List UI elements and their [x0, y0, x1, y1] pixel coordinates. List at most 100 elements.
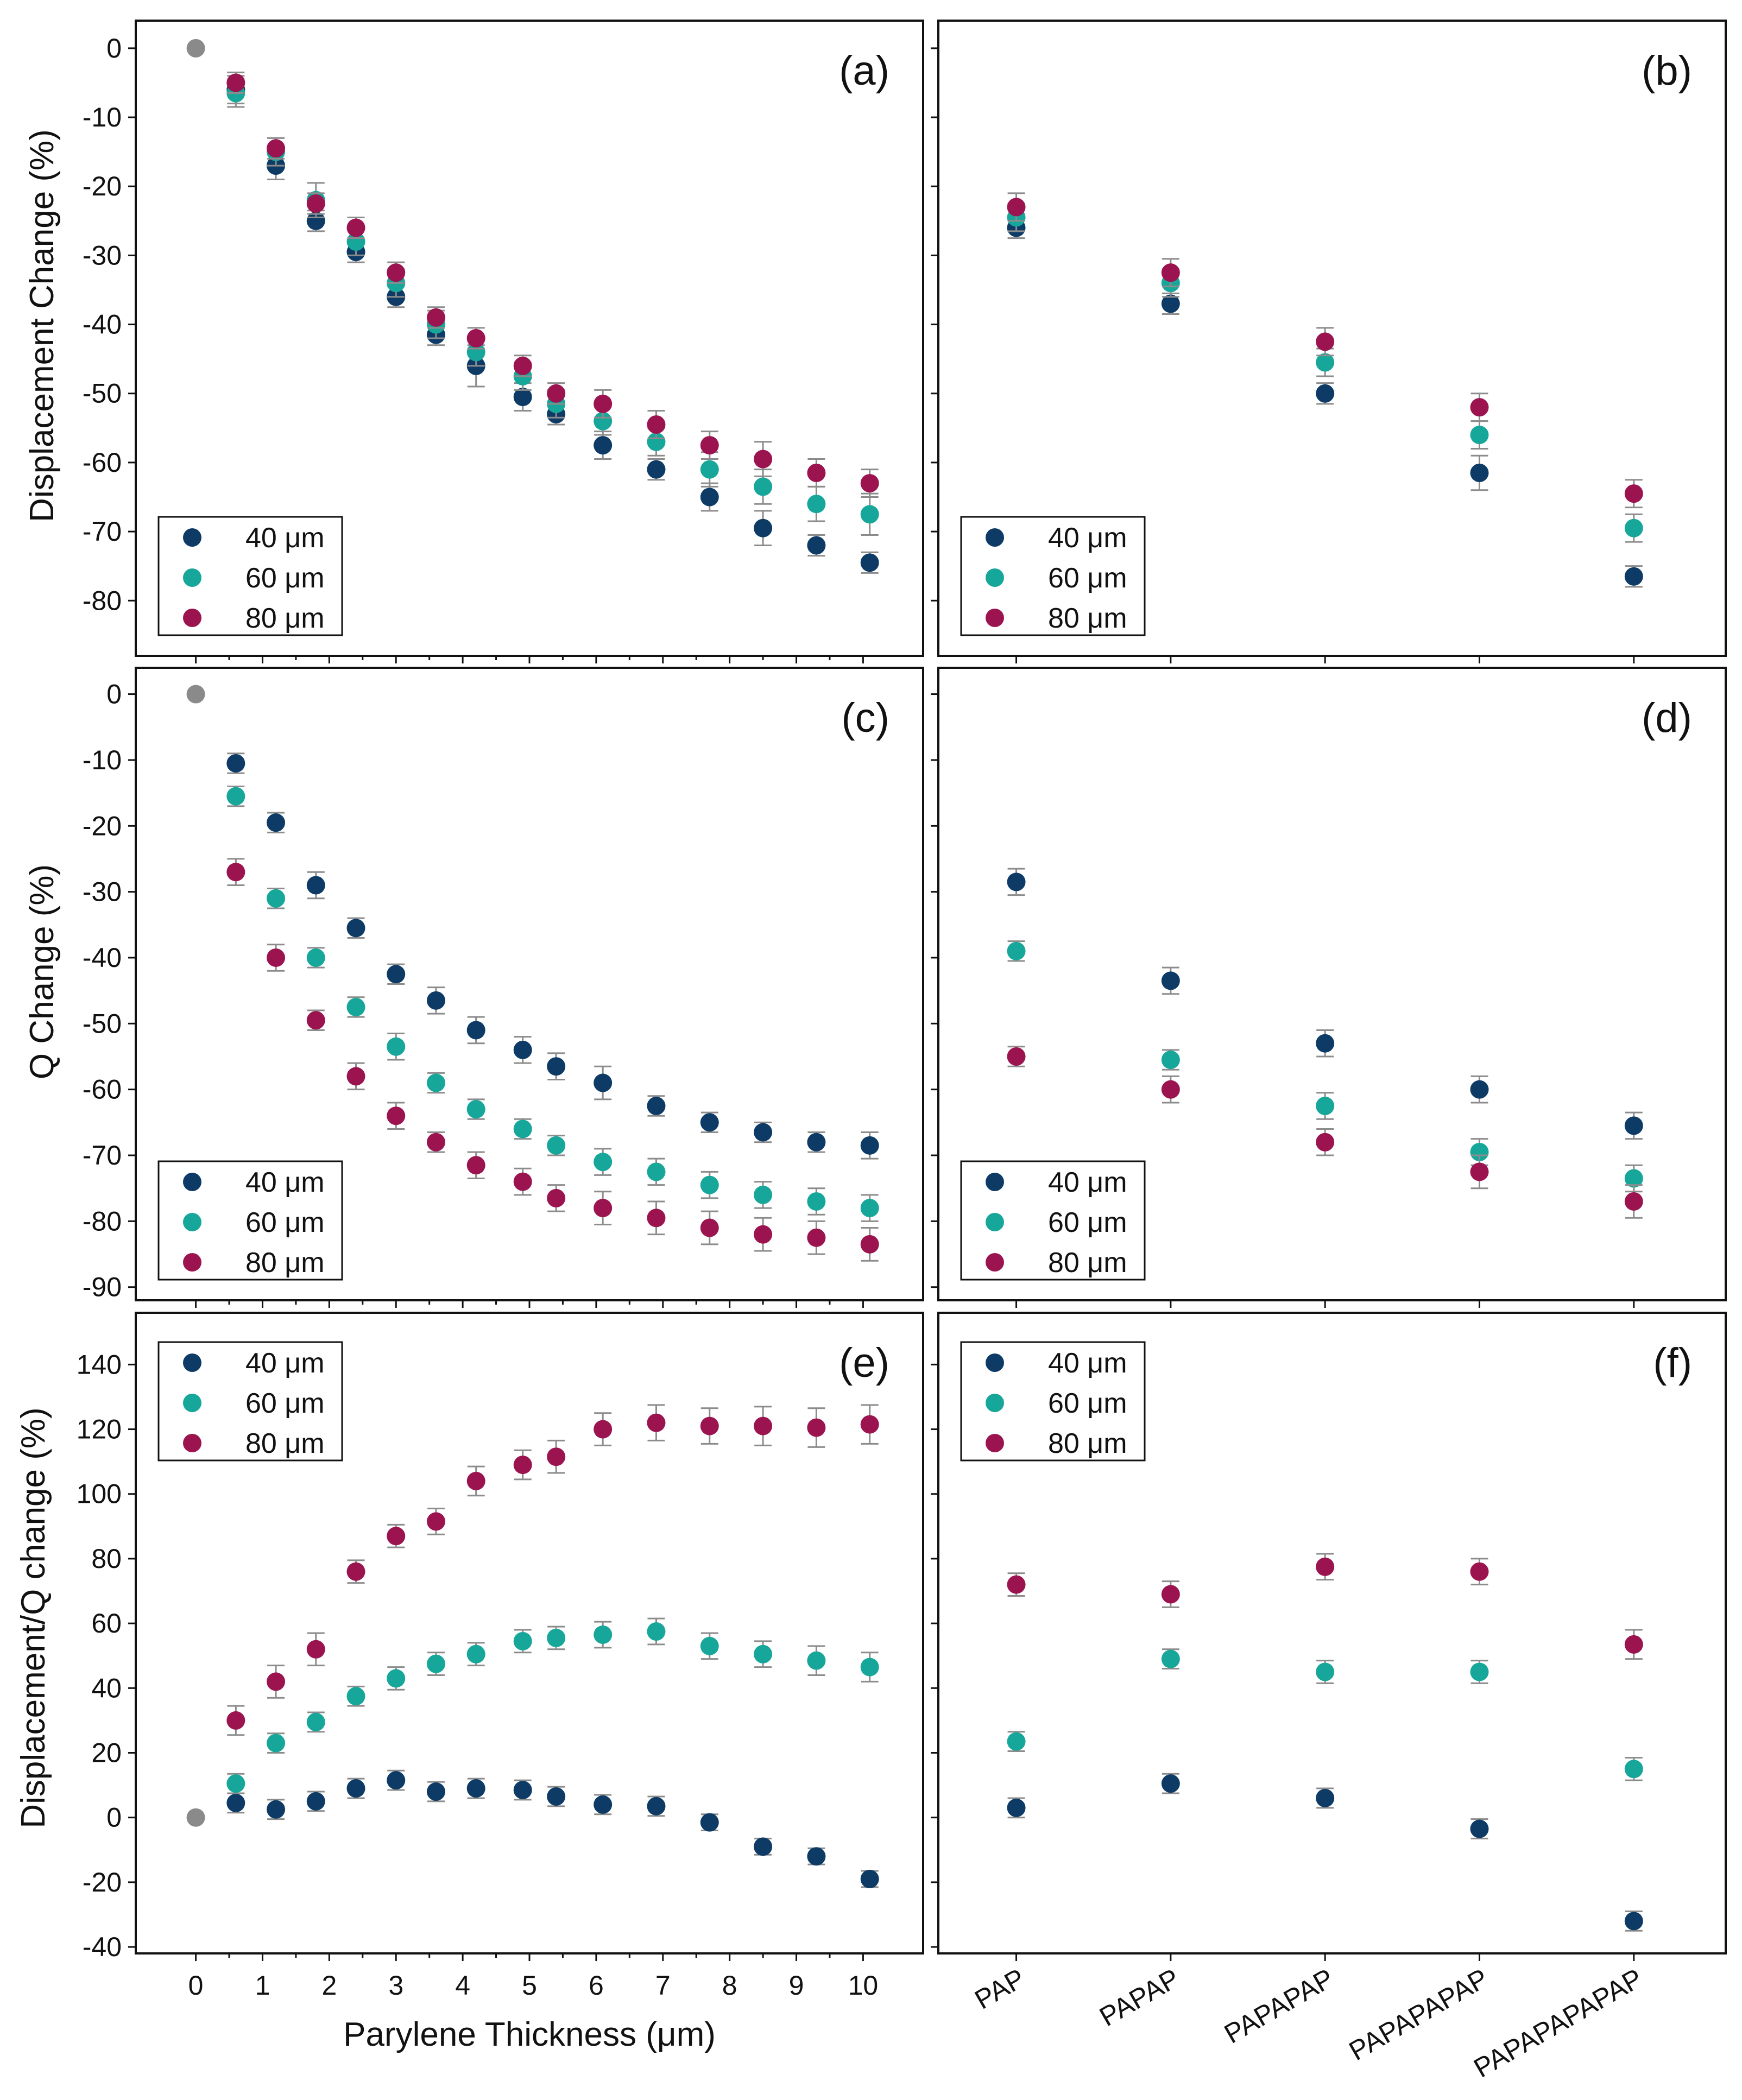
data-point	[513, 1456, 532, 1475]
y-tick-label-c: -70	[83, 1140, 122, 1171]
data-point	[1161, 1649, 1180, 1668]
panel-tag-a: (a)	[839, 48, 889, 94]
data-point	[346, 997, 365, 1016]
data-point	[513, 388, 532, 407]
legend-d: 40 μm 60 μm 80 μm	[960, 1160, 1146, 1281]
series-40um-e	[226, 1769, 879, 1888]
data-point	[466, 329, 485, 347]
series-80um-d	[1007, 1046, 1643, 1219]
y-axis-title-a: Displacement Change (%)	[23, 129, 61, 522]
data-point	[346, 1687, 365, 1706]
x-tick-label: 0	[188, 1970, 204, 2001]
data-point	[647, 1097, 666, 1116]
data-point	[1316, 1097, 1335, 1116]
data-point	[387, 965, 406, 984]
y-tick-label-a: -80	[83, 585, 122, 616]
origin-point	[186, 39, 205, 58]
legend-a: 40 μm 60 μm 80 μm	[157, 516, 343, 636]
data-point	[547, 384, 566, 403]
data-point	[426, 1073, 445, 1092]
data-point	[1316, 384, 1335, 403]
legend-label: 60 μm	[1048, 562, 1127, 594]
legend-marker	[183, 1353, 201, 1372]
y-tick-label-c: -40	[83, 943, 122, 973]
data-point	[700, 1416, 719, 1435]
legend-e: 40 μm 60 μm 80 μm	[157, 1341, 343, 1462]
legend-label: 40 μm	[245, 1167, 325, 1198]
legend-b: 40 μm 60 μm 80 μm	[960, 516, 1146, 636]
x-tick-label: 9	[789, 1970, 804, 2001]
data-point	[754, 477, 773, 496]
data-point	[547, 1136, 566, 1155]
panel-tag-c: (c)	[841, 695, 889, 741]
y-tick-label-c: -10	[83, 745, 122, 775]
data-point	[466, 1156, 485, 1175]
y-tick-label-a: -60	[83, 447, 122, 478]
x-tick-label: 8	[722, 1970, 737, 2001]
series-80um-f	[1007, 1553, 1643, 1660]
data-point	[700, 488, 719, 507]
y-tick-label-a: -50	[83, 378, 122, 409]
y-tick-label-e: -40	[83, 1932, 122, 1962]
y-tick-label-e: 120	[77, 1414, 122, 1445]
data-point	[306, 211, 325, 230]
data-point	[267, 1734, 286, 1753]
legend-marker	[986, 609, 1004, 627]
data-point	[226, 787, 245, 806]
data-point	[860, 1235, 879, 1254]
data-point	[754, 1225, 773, 1244]
data-point	[1624, 1192, 1643, 1211]
data-point	[513, 1631, 532, 1650]
panel-tag-e: (e)	[839, 1340, 889, 1386]
series-80um-b	[1007, 192, 1643, 509]
legend-label: 80 μm	[1048, 1247, 1127, 1279]
data-point	[1470, 1162, 1489, 1181]
data-point	[387, 1771, 406, 1790]
legend-marker	[183, 1173, 201, 1191]
data-point	[1161, 971, 1180, 990]
data-point	[1470, 426, 1489, 445]
data-point	[306, 1712, 325, 1731]
data-point	[1161, 1585, 1180, 1604]
data-point	[387, 263, 406, 282]
data-point	[754, 450, 773, 469]
x-tick-label: 4	[455, 1970, 470, 2001]
data-point	[346, 1067, 365, 1086]
data-point	[700, 1636, 719, 1655]
data-point	[860, 1869, 879, 1888]
x-tick-label: 3	[388, 1970, 403, 2001]
data-point	[647, 1797, 666, 1816]
data-point	[807, 1133, 826, 1152]
y-tick-label-a: 0	[106, 33, 122, 64]
data-point	[466, 1471, 485, 1490]
y-tick-label-e: 100	[77, 1479, 122, 1509]
data-point	[594, 1625, 613, 1644]
data-point	[226, 1774, 245, 1793]
data-point	[1470, 398, 1489, 417]
data-point	[547, 1057, 566, 1076]
y-tick-label-e: 140	[77, 1349, 122, 1380]
data-point	[1624, 1912, 1643, 1931]
legend-label: 60 μm	[245, 1207, 325, 1238]
data-point	[754, 518, 773, 537]
data-point	[807, 536, 826, 555]
data-point	[226, 1793, 245, 1812]
data-point	[426, 991, 445, 1010]
series-40um-f	[1007, 1773, 1643, 1932]
series-80um-a	[226, 71, 879, 498]
data-point	[647, 460, 666, 479]
data-point	[647, 1413, 666, 1432]
data-point	[807, 1847, 826, 1866]
series-80um-e	[226, 1404, 879, 1736]
panel-tag-f: (f)	[1653, 1340, 1692, 1386]
legend-marker	[986, 568, 1004, 587]
data-point	[1624, 1635, 1643, 1654]
data-point	[267, 1800, 286, 1819]
y-tick-label-c: -50	[83, 1008, 122, 1039]
legend-marker	[183, 568, 201, 587]
data-point	[1007, 1732, 1026, 1751]
data-point	[594, 1420, 613, 1439]
data-point	[466, 343, 485, 362]
data-point	[754, 1123, 773, 1142]
legend-label: 80 μm	[1048, 603, 1127, 634]
